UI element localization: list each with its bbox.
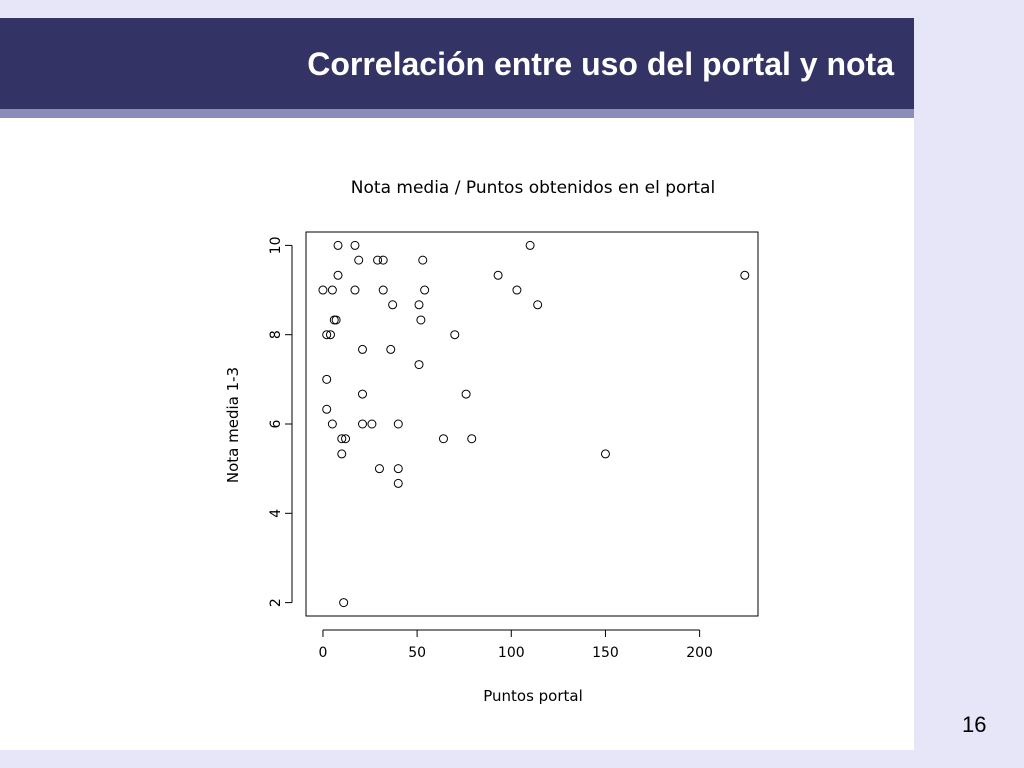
data-point	[414, 300, 424, 310]
data-point	[331, 315, 341, 325]
y-axis-label: Nota media 1-3	[224, 367, 242, 483]
x-tick-label: 200	[686, 645, 713, 661]
data-point	[329, 315, 339, 325]
data-point	[350, 285, 360, 295]
data-point	[341, 434, 351, 444]
page-number: 16	[962, 712, 987, 737]
title-underline	[0, 109, 914, 118]
data-point	[337, 434, 347, 444]
data-point	[378, 285, 388, 295]
data-point	[367, 419, 377, 429]
y-tick-label: 2	[268, 598, 284, 607]
x-tick-label: 100	[498, 645, 525, 661]
data-point	[525, 240, 535, 250]
slide-title: Correlación entre uso del portal y nota	[307, 46, 894, 82]
data-point	[350, 240, 360, 250]
slide: Correlación entre uso del portal y nota	[0, 18, 914, 750]
chart-title: Nota media / Puntos obtenidos en el port…	[351, 178, 715, 198]
data-point	[322, 404, 332, 414]
data-point	[740, 270, 750, 280]
data-point	[358, 419, 367, 429]
data-point	[354, 255, 364, 265]
data-point	[600, 449, 610, 459]
data-point	[339, 598, 349, 608]
data-point	[438, 434, 448, 444]
x-tick-label: 150	[592, 645, 619, 661]
x-tick-label: 50	[408, 645, 426, 661]
data-point	[374, 464, 384, 474]
data-point	[388, 300, 398, 310]
data-point	[325, 330, 335, 340]
data-point	[461, 389, 471, 399]
y-tick-label: 8	[268, 330, 284, 339]
data-point	[393, 478, 403, 488]
data-point	[318, 285, 328, 295]
data-point	[416, 315, 426, 325]
data-point	[358, 389, 367, 399]
data-point	[327, 419, 337, 429]
data-point	[467, 434, 477, 444]
y-tick-label: 10	[268, 236, 284, 254]
y-axis: 2 4 6 8 10	[268, 236, 293, 607]
data-point	[420, 285, 430, 295]
data-point	[393, 464, 403, 474]
data-point	[327, 285, 337, 295]
data-point	[512, 285, 522, 295]
data-point	[450, 330, 460, 340]
data-point	[493, 270, 503, 280]
data-point	[373, 255, 383, 265]
x-axis: 0 50 100 150 200	[318, 629, 713, 661]
data-point	[414, 360, 424, 370]
x-axis-label: Puntos portal	[483, 687, 583, 705]
data-point	[358, 344, 367, 354]
y-tick-label: 6	[268, 419, 284, 428]
data-point	[333, 240, 343, 250]
data-point	[533, 300, 543, 310]
y-tick-label: 4	[268, 509, 284, 518]
data-point	[322, 330, 332, 340]
data-point	[337, 449, 347, 459]
data-point	[333, 270, 343, 280]
plot-frame	[305, 231, 759, 617]
data-point	[322, 374, 332, 384]
data-point	[386, 344, 396, 354]
data-points	[318, 240, 750, 608]
x-tick-label: 0	[318, 645, 327, 661]
data-point	[393, 419, 403, 429]
data-point	[418, 255, 428, 265]
data-point	[378, 255, 388, 265]
title-bar: Correlación entre uso del portal y nota	[0, 18, 914, 109]
